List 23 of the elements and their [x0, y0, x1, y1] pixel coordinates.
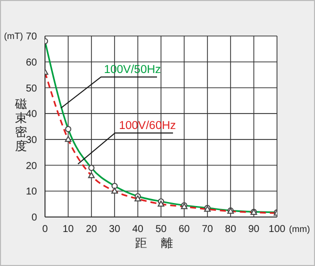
x-tick-label: 40 — [132, 224, 144, 236]
x-tick-label: 10 — [62, 224, 74, 236]
x-tick-label: 70 — [202, 224, 214, 236]
y-tick-label: 20 — [26, 160, 38, 172]
y-tick-label: 40 — [26, 109, 38, 120]
y-tick-label: 70 — [26, 32, 38, 43]
x-tick-label: 50 — [155, 224, 167, 236]
x-tick-label: 100 — [268, 224, 286, 236]
y-tick-label: 0 — [31, 212, 38, 224]
x-tick-label: 20 — [86, 224, 98, 236]
y-tick-label: 30 — [26, 134, 38, 146]
x-tick-label: 80 — [225, 224, 237, 236]
text: (mm) — [289, 224, 310, 234]
x-tick-label: 30 — [109, 224, 121, 236]
x-axis-title: 距離 — [134, 235, 188, 252]
x-tick-label: 90 — [248, 224, 260, 236]
y-tick-label: 10 — [26, 186, 38, 198]
x-tick-label: 60 — [178, 224, 190, 236]
text: (mT) — [4, 31, 23, 41]
y-tick-label: 60 — [26, 57, 38, 68]
x-tick-label: 0 — [42, 224, 48, 236]
y-axis-title: 磁束密度 — [15, 97, 27, 153]
y-tick-label: 50 — [26, 83, 38, 94]
